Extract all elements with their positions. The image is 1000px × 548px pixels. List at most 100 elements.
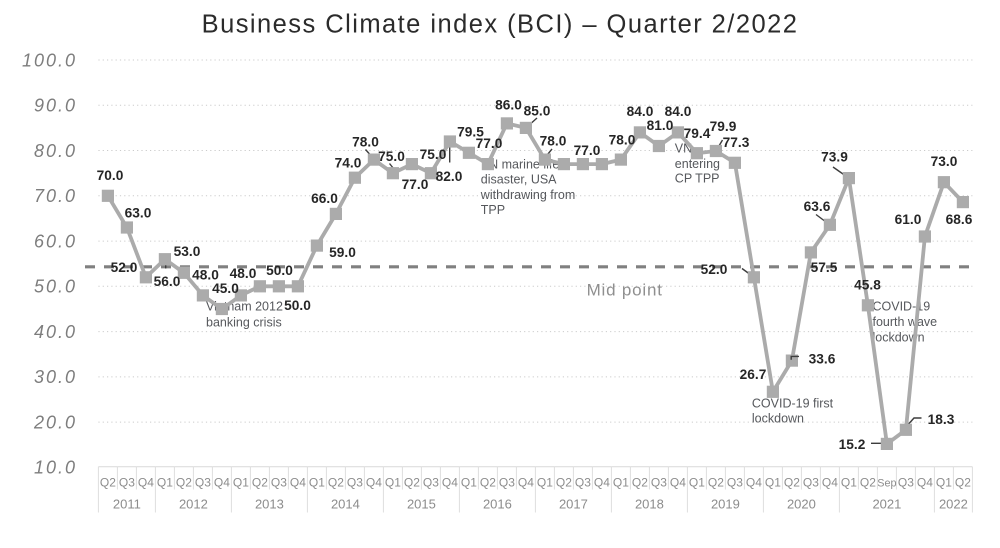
svg-text:18.3: 18.3 [928, 412, 955, 427]
svg-text:85.0: 85.0 [524, 104, 551, 119]
svg-text:90.0: 90.0 [34, 96, 77, 116]
svg-text:70.0: 70.0 [34, 186, 77, 206]
svg-text:48.0: 48.0 [192, 268, 219, 283]
svg-text:2019: 2019 [711, 497, 740, 512]
svg-text:79.5: 79.5 [457, 125, 484, 140]
svg-text:59.0: 59.0 [329, 245, 356, 260]
svg-text:26.7: 26.7 [740, 367, 767, 382]
svg-text:73.0: 73.0 [931, 154, 958, 169]
svg-text:79.9: 79.9 [710, 119, 737, 134]
svg-text:61.0: 61.0 [895, 212, 922, 227]
svg-text:Sep: Sep [877, 478, 896, 490]
svg-text:73.9: 73.9 [821, 150, 848, 165]
svg-text:10.0: 10.0 [34, 458, 77, 478]
svg-text:63.0: 63.0 [125, 206, 152, 221]
svg-text:63.6: 63.6 [804, 199, 831, 214]
svg-text:52.0: 52.0 [111, 260, 138, 275]
svg-text:78.0: 78.0 [540, 134, 567, 149]
svg-text:disaster, USA: disaster, USA [481, 173, 557, 187]
svg-text:Q4: Q4 [670, 476, 686, 490]
svg-text:77.0: 77.0 [402, 177, 429, 192]
svg-text:53.0: 53.0 [174, 244, 201, 259]
svg-text:30.0: 30.0 [34, 367, 77, 387]
svg-text:Q1: Q1 [613, 476, 629, 490]
svg-text:81.0: 81.0 [647, 118, 674, 133]
svg-text:60.0: 60.0 [34, 231, 77, 251]
svg-text:Q4: Q4 [594, 476, 610, 490]
svg-text:45.0: 45.0 [212, 281, 239, 296]
svg-text:Q4: Q4 [917, 476, 933, 490]
svg-text:Q3: Q3 [803, 476, 819, 490]
svg-text:Q3: Q3 [195, 476, 211, 490]
svg-text:80.0: 80.0 [34, 141, 77, 161]
svg-text:COVID-19 first: COVID-19 first [752, 397, 834, 411]
svg-text:Q1: Q1 [537, 476, 553, 490]
svg-text:Q3: Q3 [271, 476, 287, 490]
svg-text:Q3: Q3 [651, 476, 667, 490]
svg-text:77.0: 77.0 [574, 143, 601, 158]
svg-text:45.8: 45.8 [854, 278, 881, 293]
svg-text:Mid point: Mid point [587, 281, 663, 300]
svg-text:75.0: 75.0 [378, 149, 405, 164]
svg-text:86.0: 86.0 [495, 98, 522, 113]
svg-text:CP TPP: CP TPP [675, 172, 720, 186]
svg-text:Q4: Q4 [214, 476, 230, 490]
svg-text:70.0: 70.0 [97, 168, 124, 183]
svg-text:Q1: Q1 [765, 476, 781, 490]
svg-text:Q2: Q2 [328, 476, 344, 490]
svg-text:77.3: 77.3 [723, 135, 750, 150]
svg-text:2011: 2011 [113, 497, 141, 512]
svg-text:2017: 2017 [559, 497, 588, 512]
svg-text:100.0: 100.0 [22, 50, 77, 70]
svg-text:lockdown: lockdown [752, 412, 804, 426]
svg-text:Q2: Q2 [556, 476, 572, 490]
svg-text:15.2: 15.2 [839, 437, 866, 452]
svg-text:Q4: Q4 [746, 476, 762, 490]
svg-text:Q3: Q3 [499, 476, 515, 490]
svg-text:lockdown: lockdown [873, 331, 925, 345]
svg-text:56.0: 56.0 [154, 274, 181, 289]
svg-text:Q2: Q2 [480, 476, 496, 490]
svg-text:Q4: Q4 [366, 476, 382, 490]
svg-text:Q2: Q2 [176, 476, 192, 490]
svg-text:banking crisis: banking crisis [206, 316, 282, 330]
svg-text:Q4: Q4 [138, 476, 154, 490]
svg-text:fourth wave: fourth wave [873, 315, 938, 329]
svg-text:74.0: 74.0 [335, 156, 362, 171]
svg-text:Q1: Q1 [689, 476, 705, 490]
svg-text:2016: 2016 [483, 497, 512, 512]
svg-text:79.4: 79.4 [684, 126, 711, 141]
svg-text:2021: 2021 [872, 497, 901, 512]
svg-text:Q3: Q3 [727, 476, 743, 490]
svg-text:Q4: Q4 [518, 476, 534, 490]
svg-text:Q2: Q2 [252, 476, 268, 490]
svg-text:20.0: 20.0 [33, 412, 77, 432]
svg-text:2018: 2018 [635, 497, 664, 512]
svg-text:Q2: Q2 [404, 476, 420, 490]
svg-text:57.5: 57.5 [811, 260, 838, 275]
svg-text:Q3: Q3 [423, 476, 439, 490]
svg-text:52.0: 52.0 [701, 262, 728, 277]
svg-text:33.6: 33.6 [809, 352, 836, 367]
svg-text:50.0: 50.0 [34, 277, 77, 297]
svg-text:82.0: 82.0 [436, 169, 463, 184]
svg-text:Q1: Q1 [157, 476, 173, 490]
svg-text:Q1: Q1 [841, 476, 857, 490]
svg-text:Q3: Q3 [575, 476, 591, 490]
svg-text:COVID-19: COVID-19 [873, 300, 931, 314]
svg-text:2022: 2022 [939, 497, 968, 512]
svg-text:Q2: Q2 [860, 476, 876, 490]
svg-text:entering: entering [675, 157, 720, 171]
svg-text:Q2: Q2 [632, 476, 648, 490]
svg-text:2013: 2013 [255, 497, 284, 512]
svg-text:2020: 2020 [787, 497, 816, 512]
svg-text:Q3: Q3 [347, 476, 363, 490]
svg-text:Q2: Q2 [784, 476, 800, 490]
svg-text:2012: 2012 [179, 497, 208, 512]
svg-text:withdrawing from: withdrawing from [480, 188, 575, 202]
svg-text:50.0: 50.0 [284, 298, 311, 313]
svg-text:Q4: Q4 [822, 476, 838, 490]
svg-text:40.0: 40.0 [34, 322, 77, 342]
svg-text:78.0: 78.0 [352, 135, 379, 150]
svg-text:2014: 2014 [331, 497, 360, 512]
